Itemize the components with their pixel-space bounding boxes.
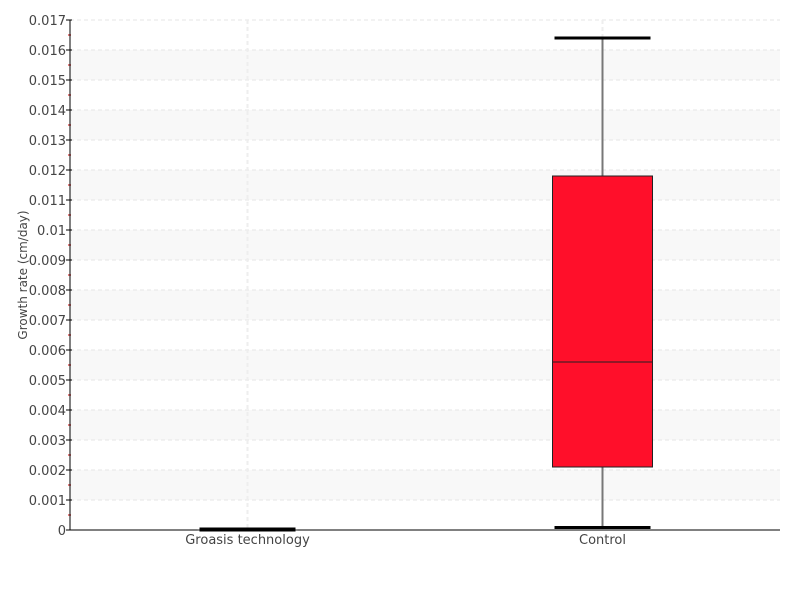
y-tick-label: 0.016 bbox=[29, 44, 66, 59]
y-tick-label: 0.013 bbox=[29, 134, 66, 149]
grid-band bbox=[70, 470, 780, 500]
grid-band bbox=[70, 290, 780, 320]
y-tick-label: 0.009 bbox=[29, 254, 66, 269]
y-tick-label: 0.014 bbox=[29, 104, 66, 119]
y-tick-label: 0 bbox=[58, 524, 66, 539]
y-tick-label: 0.008 bbox=[29, 284, 66, 299]
grid-band bbox=[70, 110, 780, 140]
grid-band bbox=[70, 50, 780, 80]
y-axis-label: Growth rate (cm/day) bbox=[16, 210, 30, 339]
y-tick-label: 0.017 bbox=[29, 14, 66, 29]
y-tick-label: 0.011 bbox=[29, 194, 66, 209]
y-tick-label: 0.001 bbox=[29, 494, 66, 509]
y-tick-label: 0.003 bbox=[29, 434, 66, 449]
grid-band bbox=[70, 410, 780, 440]
y-tick-label: 0.015 bbox=[29, 74, 66, 89]
y-tick-label: 0.012 bbox=[29, 164, 66, 179]
y-tick-label: 0.01 bbox=[37, 224, 66, 239]
box bbox=[552, 175, 653, 468]
y-tick-label: 0.004 bbox=[29, 404, 66, 419]
x-tick-label: Control bbox=[579, 533, 626, 548]
y-tick-label: 0.005 bbox=[29, 374, 66, 389]
grid-band bbox=[70, 230, 780, 260]
y-tick-label: 0.006 bbox=[29, 344, 66, 359]
grid-band bbox=[70, 170, 780, 200]
x-tick-label: Groasis technology bbox=[185, 533, 310, 548]
y-tick-label: 0.007 bbox=[29, 314, 66, 329]
grid-band bbox=[70, 350, 780, 380]
y-tick-label: 0.002 bbox=[29, 464, 66, 479]
